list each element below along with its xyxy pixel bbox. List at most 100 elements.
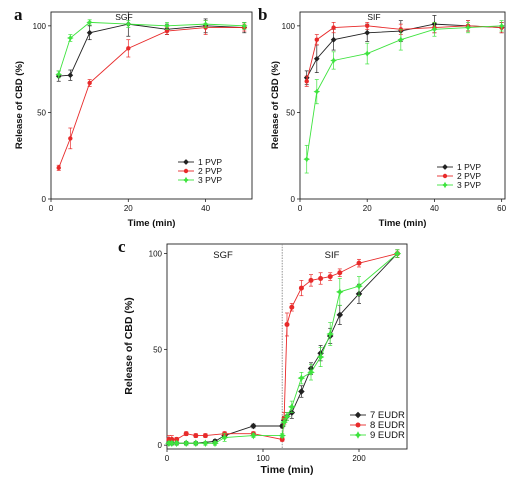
y-tick-label: 50 — [37, 108, 46, 117]
data-point — [284, 321, 290, 327]
panel-b: b 0 20 40 60 0 50 100 Time (min) Release of CBD (… — [258, 5, 507, 229]
data-point — [174, 436, 180, 442]
y-axis-title: Release of CBD (%) — [270, 61, 281, 149]
series-line — [58, 23, 245, 77]
y-tick-label: 50 — [153, 345, 162, 354]
x-tick-label: 0 — [298, 204, 303, 213]
x-tick-label: 0 — [49, 204, 54, 213]
data-point — [55, 71, 63, 78]
data-point — [431, 26, 438, 33]
data-point — [67, 72, 74, 79]
data-point — [314, 37, 320, 42]
y-tick-label: 0 — [42, 195, 47, 204]
series-line — [58, 27, 245, 168]
legend-entry: 3 PVP — [198, 175, 222, 185]
data-point — [201, 439, 210, 448]
data-point — [393, 249, 402, 258]
series-line — [306, 25, 502, 160]
legend-entry: 7 EUDR — [370, 410, 405, 421]
legend-swatch-marker — [442, 164, 448, 170]
legend-swatch-marker — [183, 159, 189, 165]
data-point — [172, 439, 181, 448]
data-point — [397, 36, 405, 44]
series-line — [306, 25, 502, 82]
legend-swatch-marker — [183, 168, 189, 174]
data-point — [68, 136, 73, 141]
x-axis-title: Time (min) — [261, 464, 314, 476]
data-point — [308, 277, 314, 283]
y-tick-label: 0 — [291, 195, 296, 204]
data-point — [298, 285, 304, 291]
data-point — [240, 22, 248, 30]
data-point — [249, 431, 258, 440]
data-point — [365, 23, 370, 29]
data-point — [313, 55, 320, 62]
plot-frame — [166, 243, 408, 450]
data-point — [211, 439, 219, 448]
data-point — [304, 79, 309, 84]
legend-swatch-marker — [182, 176, 190, 184]
y-tick-label: 100 — [33, 22, 47, 31]
data-point — [363, 50, 371, 57]
data-point — [330, 57, 337, 64]
legend-entry: 3 PVP — [457, 180, 481, 190]
y-axis-title: Release of CBD (%) — [14, 61, 25, 149]
medium-annotation: SGF — [115, 12, 132, 22]
data-point — [126, 46, 131, 51]
panel-letter: c — [118, 237, 126, 256]
data-point — [336, 288, 344, 296]
legend-entry: 1 PVP — [457, 162, 481, 172]
medium-annotation: SIF — [367, 12, 380, 22]
series-line — [58, 21, 245, 75]
x-axis-title: Time (min) — [128, 218, 176, 229]
y-tick-label: 50 — [286, 108, 295, 117]
data-point — [87, 80, 92, 86]
data-point — [464, 24, 472, 31]
data-point — [364, 29, 371, 36]
data-point — [297, 374, 306, 382]
data-point — [56, 165, 61, 171]
plot-frame — [50, 11, 253, 200]
data-point — [220, 433, 229, 442]
y-axis-title: Release of CBD (%) — [123, 297, 135, 394]
data-point — [279, 436, 285, 442]
data-point — [298, 388, 305, 395]
panel-letter: b — [258, 5, 267, 24]
x-tick-label: 20 — [124, 204, 133, 213]
legend-swatch-marker — [354, 411, 362, 419]
data-point — [250, 422, 257, 430]
data-point — [498, 22, 505, 30]
medium-annotation-sif: SIF — [325, 250, 340, 261]
data-point — [182, 439, 190, 448]
data-point — [67, 34, 74, 42]
legend-swatch-marker — [355, 422, 361, 428]
medium-annotation-sgf: SGF — [213, 250, 233, 261]
data-point — [330, 36, 337, 43]
y-tick-label: 100 — [149, 250, 163, 259]
data-point — [283, 412, 291, 421]
data-point — [86, 19, 93, 26]
data-point — [169, 436, 175, 442]
data-point — [355, 282, 363, 290]
data-point — [192, 439, 200, 448]
panel-letter: a — [14, 5, 23, 24]
series-9-eudr — [165, 249, 402, 448]
data-point — [316, 353, 325, 361]
y-tick-label: 0 — [158, 441, 163, 450]
data-point — [193, 433, 199, 439]
y-tick-label: 100 — [282, 22, 296, 31]
series-3-pvp — [55, 19, 248, 79]
x-tick-label: 100 — [256, 454, 270, 463]
series-line — [306, 23, 502, 79]
legend-entry: 2 PVP — [457, 171, 481, 181]
legend-entry: 1 PVP — [198, 157, 222, 167]
data-point — [326, 330, 334, 338]
x-axis-title: Time (min) — [379, 218, 427, 229]
legend-swatch-marker — [354, 431, 362, 439]
data-point — [337, 270, 343, 276]
data-point — [86, 29, 93, 36]
